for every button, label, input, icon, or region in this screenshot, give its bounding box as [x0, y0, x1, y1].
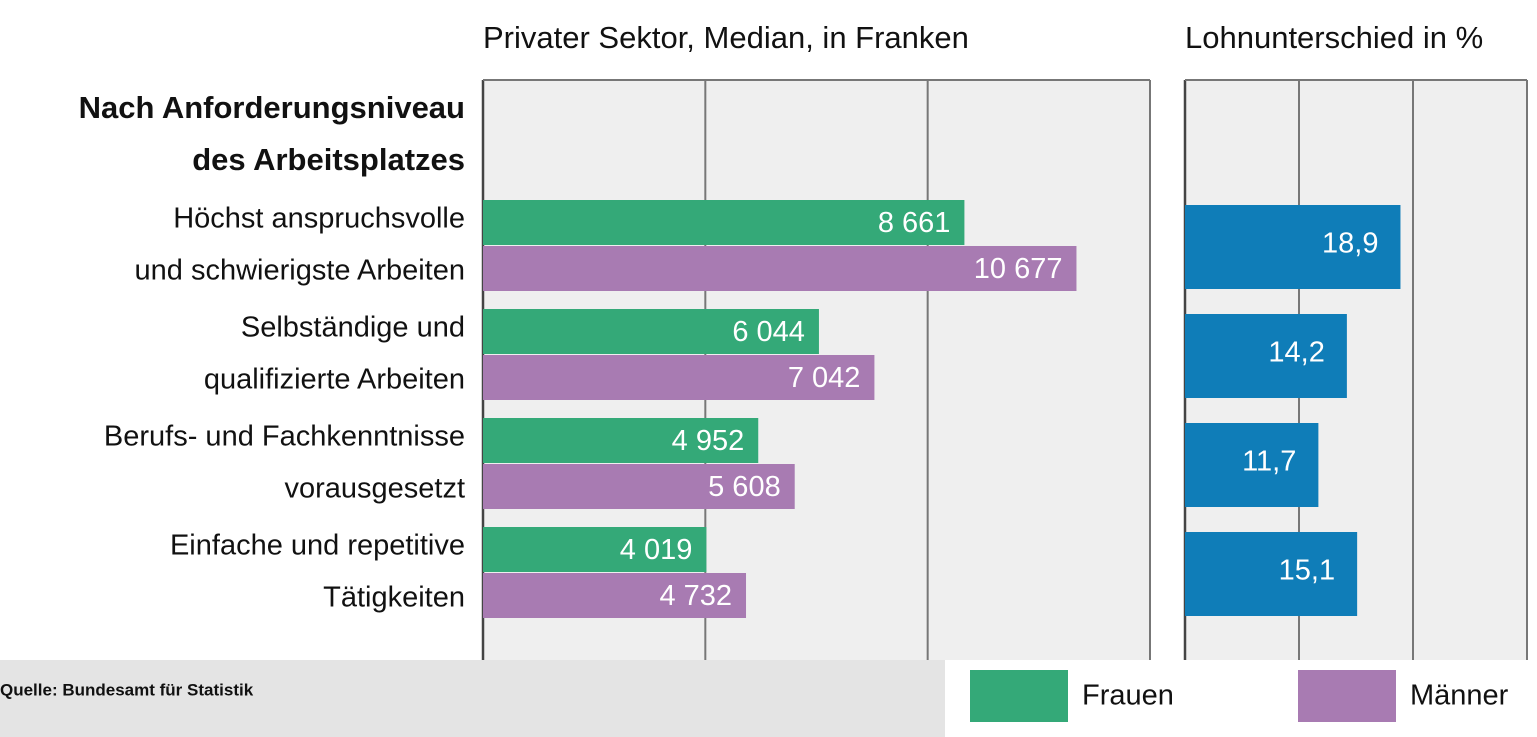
data-label: 14,2: [1268, 337, 1324, 369]
data-label: 15,1: [1279, 555, 1335, 587]
bar: [1185, 205, 1401, 289]
data-label: 10 677: [974, 253, 1063, 285]
bar: [1185, 423, 1319, 507]
chart-title: Privater Sektor, Median, in Franken: [483, 20, 969, 55]
category-label: Einfache und repetitive: [170, 530, 465, 562]
bar: [483, 464, 795, 509]
category-label: Tätigkeiten: [323, 582, 465, 614]
bar: [483, 527, 707, 572]
category-label: Berufs- und Fachkenntnisse: [104, 421, 465, 453]
bar: [483, 246, 1077, 291]
bar: [483, 309, 819, 354]
bar: [483, 418, 759, 463]
data-label: 11,7: [1242, 446, 1296, 478]
source-box: [0, 660, 945, 737]
data-label: 5 608: [708, 471, 781, 503]
legend-label: Frauen: [1082, 680, 1174, 712]
category-label: und schwierigste Arbeiten: [135, 255, 465, 287]
data-label: 18,9: [1322, 228, 1378, 260]
bar: [483, 200, 965, 245]
category-label: vorausgesetzt: [284, 473, 465, 505]
source: Quelle: Bundesamt für Statistik: [0, 680, 254, 699]
group-title: Nach Anforderungsniveau: [79, 90, 465, 125]
data-label: 4 952: [672, 425, 745, 457]
category-label: qualifizierte Arbeiten: [204, 364, 465, 396]
data-label: 7 042: [788, 362, 861, 394]
legend-label: Männer: [1410, 680, 1509, 712]
bar: [483, 355, 875, 400]
category-label: Selbständige und: [241, 312, 465, 344]
legend-swatch: [1298, 670, 1396, 722]
category-label: Höchst anspruchsvolle: [173, 203, 465, 235]
group-title: des Arbeitsplatzes: [192, 142, 465, 177]
data-label: 4 019: [620, 534, 693, 566]
bar: [483, 573, 747, 618]
chart-title: Lohnunterschied in %: [1185, 20, 1483, 55]
data-label: 8 661: [878, 207, 951, 239]
bar: [1185, 314, 1347, 398]
bar: [1185, 532, 1358, 616]
legend-swatch: [970, 670, 1068, 722]
data-label: 4 732: [659, 580, 732, 612]
data-label: 6 044: [732, 316, 805, 348]
